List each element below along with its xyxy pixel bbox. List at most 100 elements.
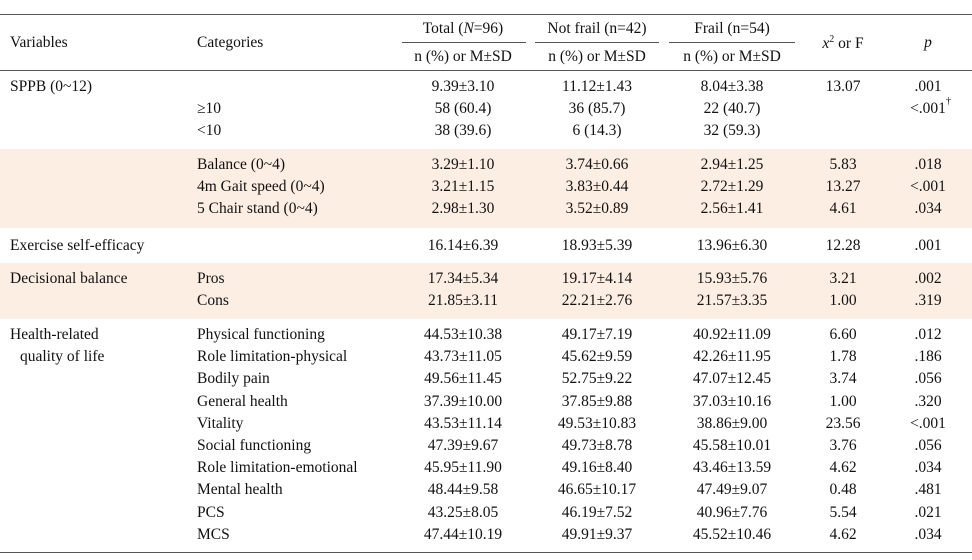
p-cell: .018 (914, 156, 941, 174)
value-cell: 17.34±5.34 (427, 270, 499, 287)
subheader-cell: n (%) or M±SD (683, 48, 781, 65)
p-cell: .001 (914, 78, 941, 96)
value-cell: 38.86±9.00 (696, 414, 768, 432)
category-label: <10 (197, 122, 222, 140)
p-cell: .001 (914, 237, 941, 255)
p-cell: .034 (914, 526, 941, 544)
value-cell: 1.00 (829, 392, 857, 410)
value-cell: 43.25±8.05 (427, 503, 499, 521)
p-value: .320 (914, 392, 942, 410)
category-label: Social functioning (197, 437, 312, 454)
value-cell: 43.53±11.14 (424, 414, 502, 432)
value-cell: 44.53±10.38 (423, 326, 503, 343)
category-label: Vitality (197, 414, 244, 432)
variable-label: quality of life (20, 348, 105, 366)
value-cell: 36 (85.7) (568, 100, 626, 118)
variable-label: Exercise self-efficacy (10, 237, 145, 254)
value-cell: 11.12±1.43 (562, 78, 632, 95)
header-cell: Not frail (n=42) (547, 20, 647, 37)
top-rule (0, 14, 972, 15)
value-cell: 12.28 (825, 237, 861, 254)
value-cell: 37.85±9.88 (561, 392, 633, 410)
value-cell: 5.83 (829, 156, 857, 173)
p-cell: .012 (914, 326, 941, 344)
value-cell: 3.83±0.44 (565, 178, 629, 196)
p-cell: .034 (914, 200, 941, 218)
value-cell: 9.39±3.10 (431, 78, 495, 95)
p-cell: <.001 † (910, 96, 951, 118)
row-shade (0, 149, 972, 228)
value-cell: 45.95±11.90 (424, 459, 502, 477)
p-cell: .481 (914, 481, 941, 499)
value-cell: 6.60 (829, 326, 857, 343)
p-cell: .320 (914, 393, 941, 411)
value-cell: 45.62±9.59 (561, 348, 633, 366)
category-label: 5 Chair stand (0~4) (197, 200, 318, 218)
variable-label: SPPB (0~12) (10, 78, 93, 95)
category-label: MCS (197, 525, 230, 543)
value-cell: 2.94±1.25 (700, 156, 764, 173)
value-cell: 1.00 (829, 292, 857, 310)
span-rule (669, 42, 795, 43)
value-cell: 49.56±11.45 (424, 370, 502, 388)
p-cell: .034 (914, 459, 941, 477)
value-cell: 40.96±7.76 (696, 503, 768, 521)
value-cell: 2.98±1.30 (431, 200, 495, 218)
subheader-cell: n (%) or M±SD (414, 48, 512, 65)
header-cell: p (924, 34, 932, 52)
p-value: .002 (914, 270, 942, 287)
category-label: ≥10 (197, 100, 222, 118)
p-cell: .056 (914, 437, 941, 455)
header-cell: Total (N=96) (423, 20, 503, 38)
category-label: 4m Gait speed (0~4) (197, 178, 325, 196)
value-cell: 3.21±1.15 (431, 178, 495, 196)
p-cell: .002 (914, 270, 941, 288)
bottom-rule (0, 552, 972, 553)
variable-label: Health-related (10, 326, 99, 343)
p-cell: .056 (914, 370, 941, 388)
value-cell: 1.78 (829, 348, 857, 366)
value-cell: 13.27 (825, 178, 861, 196)
value-cell: 2.56±1.41 (700, 200, 764, 218)
variable-label: Decisional balance (10, 270, 128, 287)
p-value: .034 (914, 200, 942, 218)
value-cell: 22.21±2.76 (561, 292, 633, 310)
category-label: Cons (197, 292, 229, 310)
value-cell: 48.44±9.58 (427, 481, 499, 499)
p-value: .012 (914, 326, 942, 343)
p-value: <.001 (910, 178, 946, 196)
header-cell: Variables (10, 34, 68, 51)
value-cell: 3.21 (829, 270, 857, 287)
value-cell: 43.46±13.59 (692, 459, 772, 477)
value-cell: 0.48 (829, 481, 857, 499)
value-cell: 42.26±11.95 (693, 348, 771, 366)
value-cell: 47.44±10.19 (423, 525, 503, 543)
value-cell: 46.65±10.17 (557, 481, 637, 499)
header-part: =96) (473, 20, 504, 37)
value-cell: 37.39±10.00 (423, 392, 503, 410)
header-part: x (822, 35, 830, 53)
p-value: .056 (914, 437, 942, 454)
category-label: PCS (197, 503, 225, 521)
p-value: .034 (914, 459, 942, 477)
value-cell: 8.04±3.38 (700, 78, 764, 95)
value-cell: 3.74±0.66 (565, 156, 629, 173)
value-cell: 37.03±10.16 (692, 392, 772, 410)
value-cell: 21.57±3.35 (696, 292, 768, 310)
category-label: Physical functioning (197, 326, 325, 343)
value-cell: 4.62 (829, 459, 857, 477)
value-cell: 47.07±12.45 (692, 370, 772, 388)
header-part: Total ( (422, 20, 464, 37)
span-rule (535, 42, 659, 43)
p-value: <.001 (910, 100, 946, 118)
value-cell: 43.73±11.05 (424, 348, 502, 366)
row-shade (0, 263, 972, 320)
value-cell: 3.76 (829, 437, 857, 454)
value-cell: 45.58±10.01 (692, 437, 772, 454)
value-cell: 16.14±6.39 (427, 237, 499, 254)
category-label: Mental health (197, 481, 283, 499)
p-cell: .319 (914, 292, 941, 310)
value-cell: 6 (14.3) (572, 122, 622, 140)
header-part: 2 (829, 34, 835, 45)
